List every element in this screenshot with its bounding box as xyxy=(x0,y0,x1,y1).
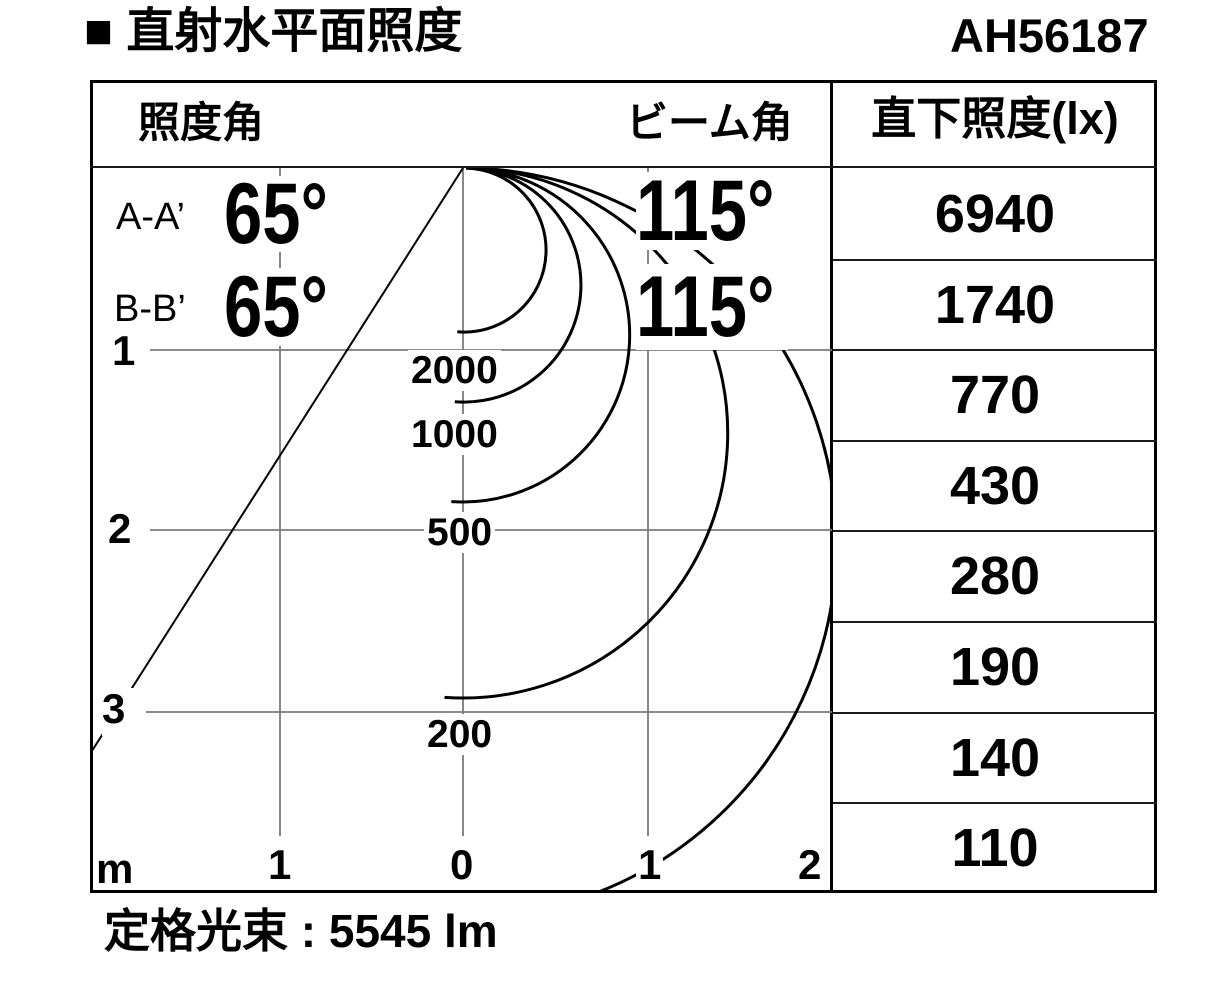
illuminance-value-row: 770 xyxy=(949,365,1041,425)
contour-500lx xyxy=(451,168,632,504)
illuminance-value-row: 6940 xyxy=(934,184,1056,244)
contour-1000lx xyxy=(454,168,583,404)
header-divider xyxy=(90,166,1157,168)
y-tick-3m: 3 xyxy=(102,688,140,736)
illuminance-value-row: 140 xyxy=(949,728,1041,788)
col-header-illuminance-angle: 照度角 xyxy=(138,99,265,146)
contour-2000lx xyxy=(457,168,548,334)
row-divider xyxy=(833,712,1157,714)
illuminance-value-row: 190 xyxy=(949,637,1041,697)
beam-angle-b: 115° xyxy=(636,259,788,355)
x-tick-right-2m: 2 xyxy=(798,841,822,888)
col-header-direct-illuminance: 直下照度(lx) xyxy=(871,93,1119,144)
illuminance-angle-line xyxy=(90,168,464,755)
page-title: ■ 直射水平面照度 xyxy=(84,5,463,58)
contour-label-2000: 2000 xyxy=(408,350,501,391)
contour-200lx xyxy=(444,168,730,700)
x-axis-unit: m xyxy=(96,845,134,892)
section-label-a: A-A’ xyxy=(116,196,185,238)
illuminance-value-row: 1740 xyxy=(934,275,1056,335)
row-divider xyxy=(833,259,1157,261)
col-header-beam-angle: ビーム角 xyxy=(626,99,793,146)
illuminance-angle-a: 65° xyxy=(224,166,336,262)
rated-luminous-flux: 定格光束 : 5545 lm xyxy=(104,905,498,957)
illuminance-value-row: 110 xyxy=(951,818,1039,878)
illuminance-angle-b: 65° xyxy=(224,259,336,355)
row-divider xyxy=(833,530,1157,532)
row-divider xyxy=(833,349,1157,351)
section-label-b: B-B’ xyxy=(114,288,186,330)
y-tick-1m: 1 xyxy=(112,327,136,374)
illuminance-value-row: 430 xyxy=(949,456,1041,516)
beam-angle-a: 115° xyxy=(636,163,788,259)
contour-label-1000: 1000 xyxy=(408,414,501,455)
contour-label-200: 200 xyxy=(424,714,496,755)
table-frame xyxy=(90,80,1157,893)
row-divider xyxy=(833,802,1157,804)
product-code: AH56187 xyxy=(950,9,1149,62)
row-divider xyxy=(833,621,1157,623)
x-tick-left-1m: 1 xyxy=(268,841,292,888)
contour-label-500: 500 xyxy=(424,512,496,553)
x-tick-0m: 0 xyxy=(450,841,474,888)
illuminance-value-row: 280 xyxy=(949,546,1041,606)
y-tick-2m: 2 xyxy=(108,505,132,552)
x-tick-right-1m: 1 xyxy=(636,841,664,888)
row-divider xyxy=(833,440,1157,442)
